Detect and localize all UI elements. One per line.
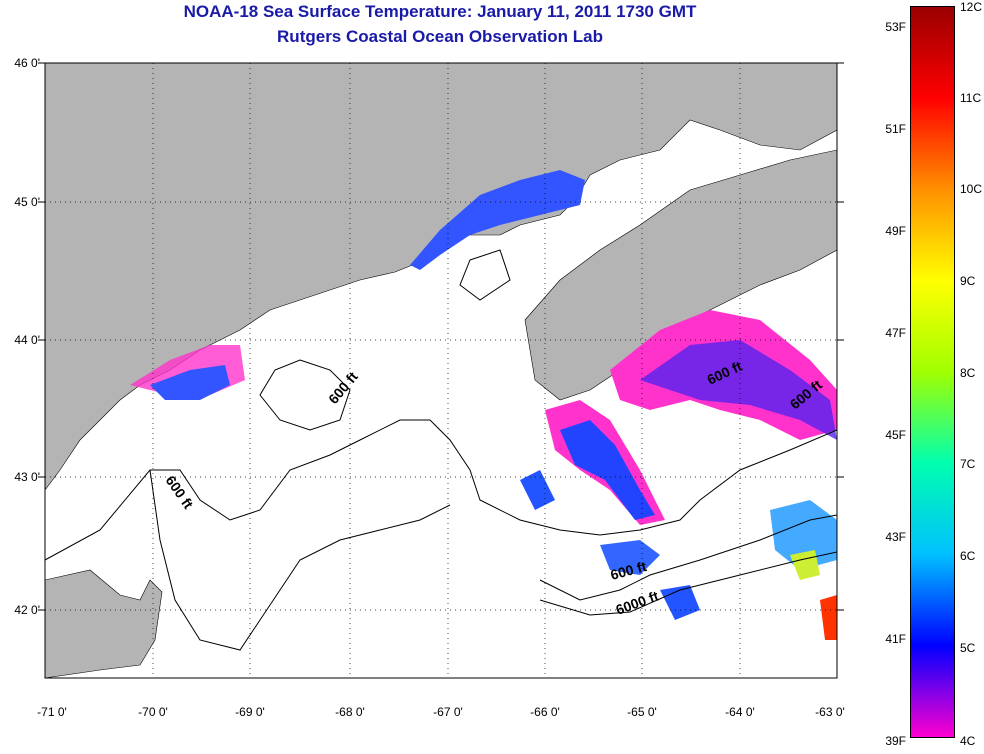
- colorbar-f-label: 39F: [885, 734, 906, 748]
- sst-patches: [130, 170, 837, 640]
- lon-label: -65 0': [627, 705, 657, 719]
- colorbar: [910, 6, 955, 738]
- isobath-contours: [45, 249, 837, 651]
- colorbar-f-label: 45F: [885, 428, 906, 442]
- lat-label: 43 0': [14, 470, 40, 484]
- colorbar-f-label: 53F: [885, 20, 906, 34]
- lon-label: -63 0': [815, 705, 845, 719]
- land-nova-scotia: [524, 149, 837, 401]
- lat-label: 45 0': [14, 195, 40, 209]
- colorbar-f-label: 47F: [885, 326, 906, 340]
- lon-label: -71 0': [37, 705, 67, 719]
- colorbar-f-label: 51F: [885, 122, 906, 136]
- colorbar-c-label: 6C: [960, 549, 976, 563]
- colorbar-c-label: 12C: [960, 0, 983, 14]
- colorbar-c-label: 4C: [960, 734, 976, 748]
- map-subtitle: Rutgers Coastal Ocean Observation Lab: [277, 27, 603, 46]
- lat-label: 42 0': [14, 603, 40, 617]
- map-title: NOAA-18 Sea Surface Temperature: January…: [183, 2, 697, 21]
- lon-label: -64 0': [725, 705, 755, 719]
- colorbar-f-label: 43F: [885, 530, 906, 544]
- lon-label: -70 0': [138, 705, 168, 719]
- colorbar-f-label: 49F: [885, 224, 906, 238]
- colorbar-c-label: 7C: [960, 457, 976, 471]
- colorbar-c-label: 8C: [960, 366, 976, 380]
- lon-label: -69 0': [235, 705, 265, 719]
- colorbar-f-label: 41F: [885, 632, 906, 646]
- land-cape-cod: [45, 569, 163, 678]
- lat-label: 44 0': [14, 333, 40, 347]
- colorbar-c-label: 9C: [960, 274, 976, 288]
- lon-label: -67 0': [433, 705, 463, 719]
- colorbar-c-label: 11C: [960, 91, 982, 105]
- lat-label: 46 0': [14, 56, 40, 70]
- lon-label: -68 0': [335, 705, 365, 719]
- colorbar-c-label: 10C: [960, 182, 983, 196]
- lat-lon-grid: [45, 63, 837, 678]
- colorbar-c-label: 5C: [960, 641, 976, 655]
- lon-label: -66 0': [530, 705, 560, 719]
